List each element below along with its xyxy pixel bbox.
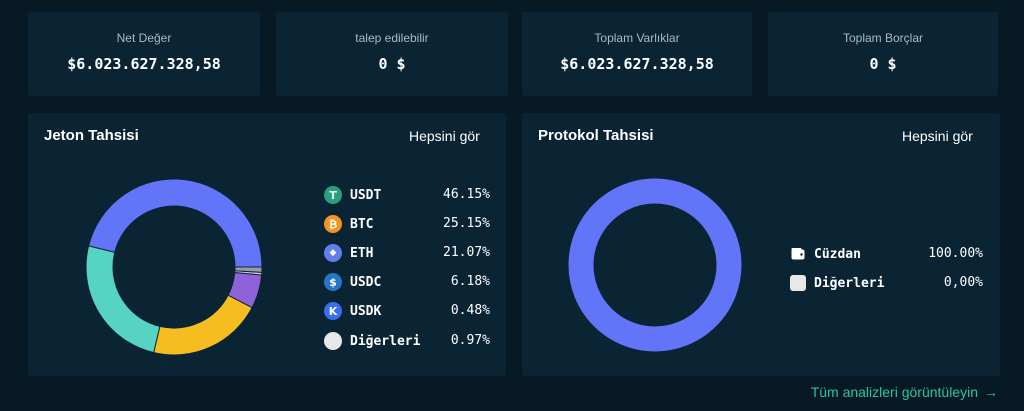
legend-item-others[interactable]: Diğerleri 0,00% (790, 273, 983, 293)
panel-title: Jeton Tahsisi (44, 127, 139, 144)
usdk-icon: K (324, 302, 342, 320)
legend-percent: 6.18% (450, 274, 490, 289)
legend-percent: 100.00% (928, 246, 983, 261)
arrow-right-icon: → (984, 384, 998, 400)
others-square-icon (790, 275, 806, 291)
legend-item-btc[interactable]: ₿ BTC 25.15% (324, 214, 490, 234)
legend-item-usdc[interactable]: $ USDC 6.18% (324, 272, 490, 292)
view-all-analytics-link[interactable]: Tüm analizleri görüntüleyin → (811, 384, 998, 400)
legend-item-usdk[interactable]: K USDK 0.48% (324, 301, 490, 321)
usdt-icon: T (324, 186, 342, 204)
stat-value: $6.023.627.328,58 (67, 55, 221, 73)
stat-card-net-worth: Net Değer $6.023.627.328,58 (28, 12, 260, 96)
token-allocation-panel: Jeton Tahsisi Hepsini gör T USDT 46.15% … (28, 113, 506, 376)
see-all-protocols-button[interactable]: Hepsini gör (902, 128, 973, 144)
protocol-allocation-panel: Protokol Tahsisi Hepsini gör Cüzdan 100.… (522, 113, 1000, 376)
legend-label: Cüzdan (814, 246, 861, 262)
donut-slice-btc[interactable] (85, 245, 161, 354)
legend-item-others[interactable]: Diğerleri 0.97% (324, 331, 490, 351)
stat-label: Toplam Varlıklar (594, 31, 680, 45)
donut-slice-cüzdan[interactable] (567, 177, 743, 353)
stat-value: 0 $ (869, 55, 897, 73)
stat-card-total-assets: Toplam Varlıklar $6.023.627.328,58 (522, 12, 752, 96)
token-donut-chart (85, 178, 263, 356)
stat-value: $6.023.627.328,58 (560, 55, 714, 73)
legend-percent: 0.97% (450, 333, 490, 348)
stat-label: Net Değer (116, 31, 172, 45)
see-all-tokens-button[interactable]: Hepsini gör (409, 128, 480, 144)
stat-card-total-debts: Toplam Borçlar 0 $ (768, 12, 998, 96)
view-all-analytics-label: Tüm analizleri görüntüleyin (810, 384, 978, 400)
legend-item-eth[interactable]: ◆ ETH 21.07% (324, 243, 490, 263)
legend-percent: 46.15% (443, 187, 490, 202)
legend-label: ETH (350, 245, 374, 261)
protocol-donut-chart (567, 177, 743, 353)
legend-item-usdt[interactable]: T USDT 46.15% (324, 185, 490, 205)
btc-icon: ₿ (324, 215, 342, 233)
panel-title: Protokol Tahsisi (538, 127, 654, 144)
eth-icon: ◆ (324, 244, 342, 262)
legend-item-wallet[interactable]: Cüzdan 100.00% (790, 244, 983, 264)
donut-slice-usdt[interactable] (87, 178, 263, 268)
legend-label: USDT (350, 187, 382, 203)
legend-label: BTC (350, 216, 374, 232)
legend-label: USDK (350, 303, 382, 319)
others-icon (324, 332, 342, 350)
legend-percent: 25.15% (443, 216, 490, 231)
stat-value: 0 $ (378, 55, 406, 73)
legend-label: Diğerleri (350, 333, 421, 349)
stat-label: talep edilebilir (355, 31, 429, 45)
donut-slice-diğerleri[interactable] (234, 266, 263, 273)
wallet-icon (790, 246, 806, 262)
legend-percent: 21.07% (443, 245, 490, 260)
legend-label: USDC (350, 274, 382, 290)
donut-slice-eth[interactable] (153, 294, 253, 356)
stat-card-claimable: talep edilebilir 0 $ (276, 12, 508, 96)
legend-percent: 0,00% (943, 275, 983, 290)
legend-label: Diğerleri (814, 275, 885, 291)
legend-percent: 0.48% (450, 303, 490, 318)
usdc-icon: $ (324, 273, 342, 291)
stat-label: Toplam Borçlar (842, 31, 924, 45)
